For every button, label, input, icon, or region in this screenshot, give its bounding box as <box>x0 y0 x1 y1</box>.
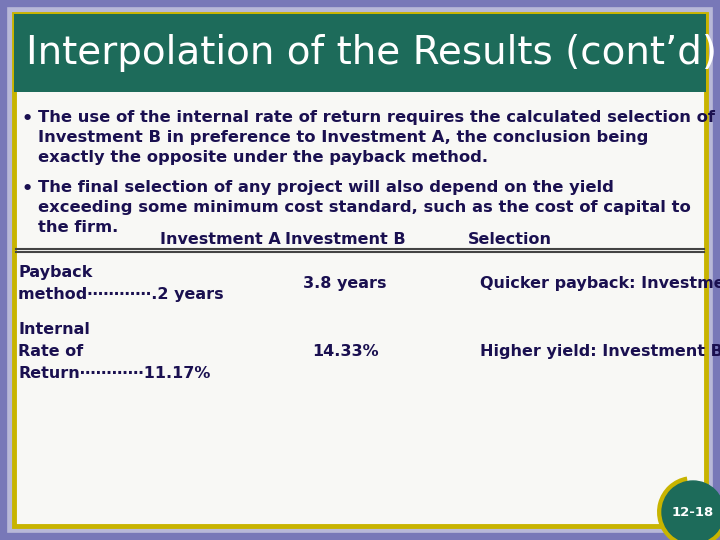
Text: 12-18: 12-18 <box>672 505 714 518</box>
Wedge shape <box>657 476 720 540</box>
Circle shape <box>662 481 720 540</box>
Text: •: • <box>22 110 33 128</box>
FancyBboxPatch shape <box>14 14 706 92</box>
Text: exceeding some minimum cost standard, such as the cost of capital to: exceeding some minimum cost standard, su… <box>38 200 690 215</box>
Text: method⋯⋯⋯⋯.2 years: method⋯⋯⋯⋯.2 years <box>18 287 224 302</box>
Text: Return⋯⋯⋯⋯11.17%: Return⋯⋯⋯⋯11.17% <box>18 366 210 381</box>
Text: 14.33%: 14.33% <box>312 344 378 359</box>
Text: Investment B in preference to Investment A, the conclusion being: Investment B in preference to Investment… <box>38 130 649 145</box>
Text: 3.8 years: 3.8 years <box>303 276 387 291</box>
Text: Investment B: Investment B <box>284 232 405 247</box>
Text: Investment A: Investment A <box>160 232 280 247</box>
Text: exactly the opposite under the payback method.: exactly the opposite under the payback m… <box>38 150 488 165</box>
Text: Interpolation of the Results (cont’d): Interpolation of the Results (cont’d) <box>26 34 717 72</box>
Text: Internal: Internal <box>18 322 90 337</box>
Text: The use of the internal rate of return requires the calculated selection of: The use of the internal rate of return r… <box>38 110 715 125</box>
Text: Selection: Selection <box>468 232 552 247</box>
Text: •: • <box>22 180 33 198</box>
Text: Higher yield: Investment B: Higher yield: Investment B <box>480 344 720 359</box>
Text: Payback: Payback <box>18 265 92 280</box>
FancyBboxPatch shape <box>14 14 706 526</box>
FancyBboxPatch shape <box>3 3 717 537</box>
Text: Rate of: Rate of <box>18 344 84 359</box>
Text: the firm.: the firm. <box>38 220 118 235</box>
Text: Quicker payback: Investment A: Quicker payback: Investment A <box>480 276 720 291</box>
Text: The final selection of any project will also depend on the yield: The final selection of any project will … <box>38 180 614 195</box>
